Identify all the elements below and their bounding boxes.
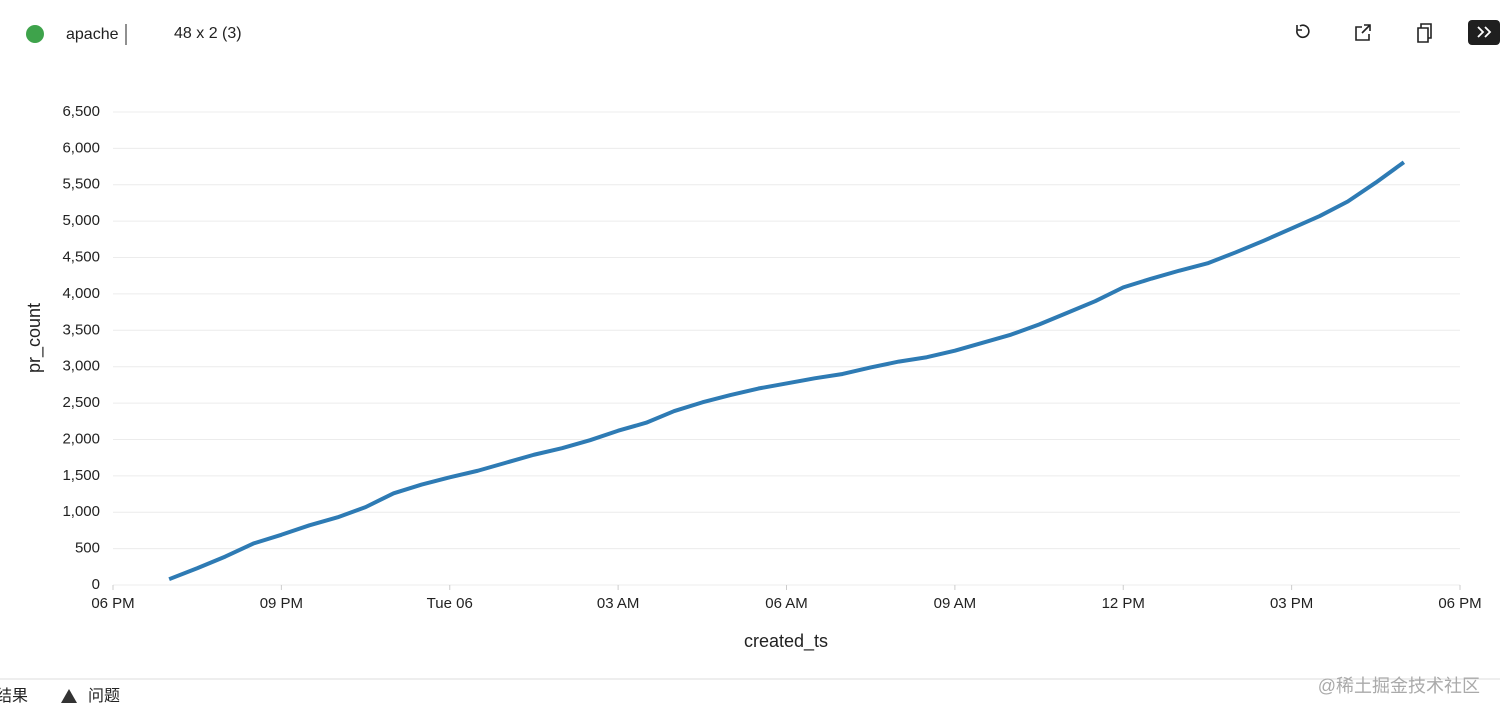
- y-tick-label: 6,000: [62, 139, 100, 156]
- y-tick-label: 2,500: [62, 394, 100, 411]
- expand-button[interactable]: [1468, 20, 1500, 45]
- y-axis-label: pr_count: [24, 303, 45, 373]
- y-tick-label: 3,000: [62, 358, 100, 375]
- copy-icon[interactable]: [1417, 23, 1432, 43]
- y-tick-label: 6,500: [62, 103, 100, 120]
- expand-icon: [1477, 26, 1492, 38]
- y-tick-label: 2,000: [62, 430, 100, 447]
- y-tick-label: 5,500: [62, 176, 100, 193]
- y-tick-label: 1,000: [62, 503, 100, 520]
- x-tick-label: 03 AM: [597, 595, 640, 612]
- y-tick-label: 4,500: [62, 249, 100, 266]
- x-tick-label: Tue 06: [427, 595, 473, 612]
- x-tick-label: 06 PM: [91, 595, 134, 612]
- x-tick-label: 09 PM: [260, 595, 303, 612]
- y-tick-label: 5,000: [62, 212, 100, 229]
- x-axis-label: created_ts: [744, 631, 828, 652]
- watermark: @稀土掘金技术社区: [1318, 676, 1480, 696]
- x-tick-label: 03 PM: [1270, 595, 1313, 612]
- tab-problems[interactable]: 问题: [88, 687, 120, 705]
- y-tick-label: 0: [92, 576, 100, 593]
- y-tick-label: 500: [75, 540, 100, 557]
- warning-icon: [61, 689, 77, 703]
- dataset-name[interactable]: apache: [66, 26, 119, 43]
- y-tick-label: 1,500: [62, 467, 100, 484]
- shape-info: 48 x 2 (3): [174, 25, 242, 42]
- open-icon[interactable]: [1355, 24, 1371, 41]
- x-tick-label: 12 PM: [1102, 595, 1145, 612]
- y-tick-label: 4,000: [62, 285, 100, 302]
- status-dot: [26, 25, 44, 43]
- x-tick-label: 09 AM: [934, 595, 977, 612]
- y-tick-label: 3,500: [62, 321, 100, 338]
- toolbar: [1296, 23, 1432, 43]
- refresh-icon[interactable]: [1296, 24, 1310, 39]
- data-line: [168, 160, 1406, 582]
- x-tick-label: 06 PM: [1438, 595, 1481, 612]
- tab-results[interactable]: 结果: [0, 687, 28, 705]
- plot: 0 500 1,000 1,500 2,000 2,500 3,000 3,500 4,000 4…: [62, 103, 1481, 612]
- x-tick-label: 06 AM: [765, 595, 808, 612]
